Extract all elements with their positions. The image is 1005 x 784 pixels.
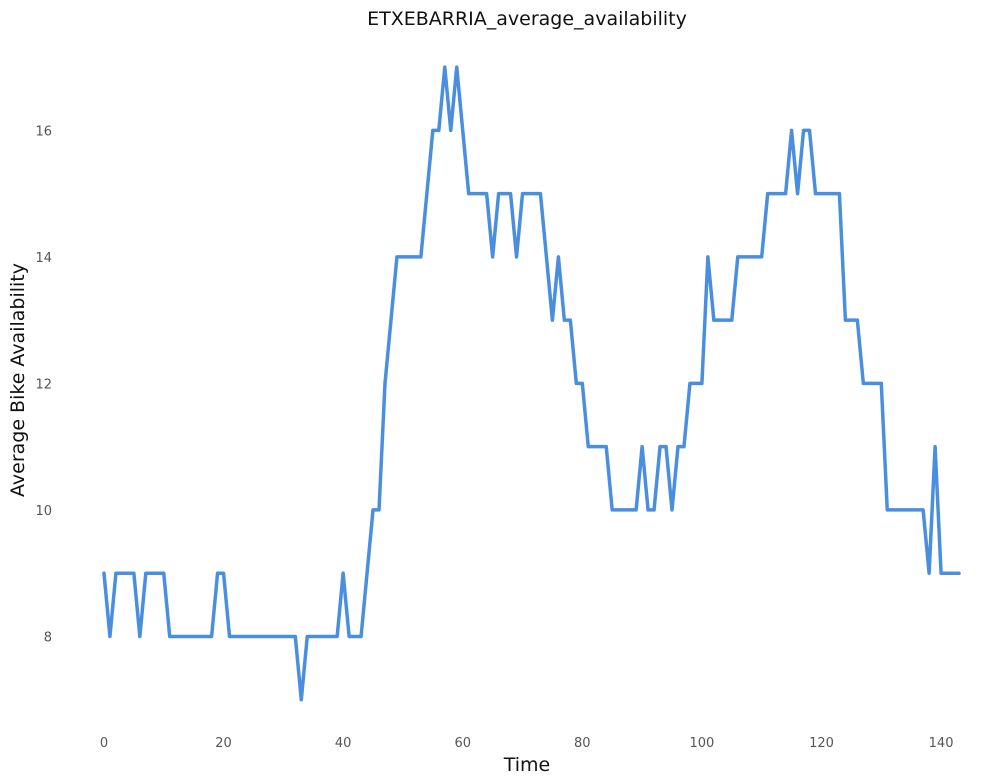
y-tick-label: 14	[35, 251, 52, 266]
y-tick-label: 12	[35, 377, 52, 392]
y-axis-title: Average Bike Availability	[7, 263, 29, 497]
series-line	[102, 65, 961, 702]
series-group	[102, 65, 961, 702]
x-tick-label: 80	[574, 736, 591, 751]
x-tick-label: 0	[100, 736, 108, 751]
x-tick-label: 100	[689, 736, 714, 751]
y-axis-ticks: 8 10 12 14 16	[35, 124, 52, 645]
y-tick-label: 16	[35, 124, 52, 139]
x-tick-label: 140	[929, 736, 954, 751]
x-tick-label: 60	[454, 736, 471, 751]
x-tick-label: 40	[335, 736, 352, 751]
chart-title: ETXEBARRIA_average_availability	[367, 8, 687, 30]
x-tick-label: 120	[809, 736, 834, 751]
x-axis-ticks: 0 20 40 60 80 100 120 140	[100, 736, 954, 751]
x-tick-label: 20	[215, 736, 232, 751]
x-axis-title: Time	[503, 754, 551, 776]
y-tick-label: 8	[44, 630, 52, 645]
y-tick-label: 10	[35, 504, 52, 519]
